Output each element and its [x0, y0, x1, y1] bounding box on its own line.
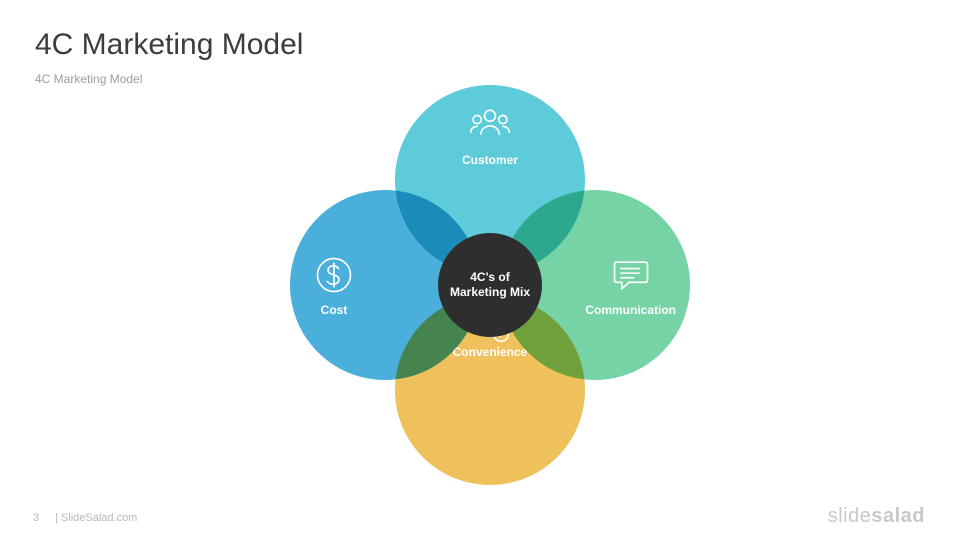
petal-label: Customer — [462, 153, 518, 167]
footer-source: | SlideSalad.com — [55, 512, 137, 524]
center-text: 4C's of Marketing Mix — [448, 270, 532, 300]
people-icon — [468, 103, 512, 147]
brand-logo: slidesalad — [828, 505, 925, 528]
dollar-icon — [312, 253, 356, 297]
page-title: 4C Marketing Model — [35, 28, 303, 62]
chat-icon — [609, 253, 653, 297]
petal-label: Communication — [585, 303, 676, 317]
petal-label: Convenience — [453, 345, 528, 359]
slide: 4C Marketing Model 4C Marketing Model Cu… — [0, 0, 960, 540]
petal-label: Cost — [321, 303, 348, 317]
page-subtitle: 4C Marketing Model — [35, 72, 142, 86]
brand-suffix: salad — [871, 505, 925, 527]
brand-prefix: slide — [828, 505, 872, 527]
page-number: 3 — [33, 512, 39, 524]
venn-diagram: Customer Cost Communication — [290, 85, 690, 485]
center-hub: 4C's of Marketing Mix — [438, 233, 542, 337]
